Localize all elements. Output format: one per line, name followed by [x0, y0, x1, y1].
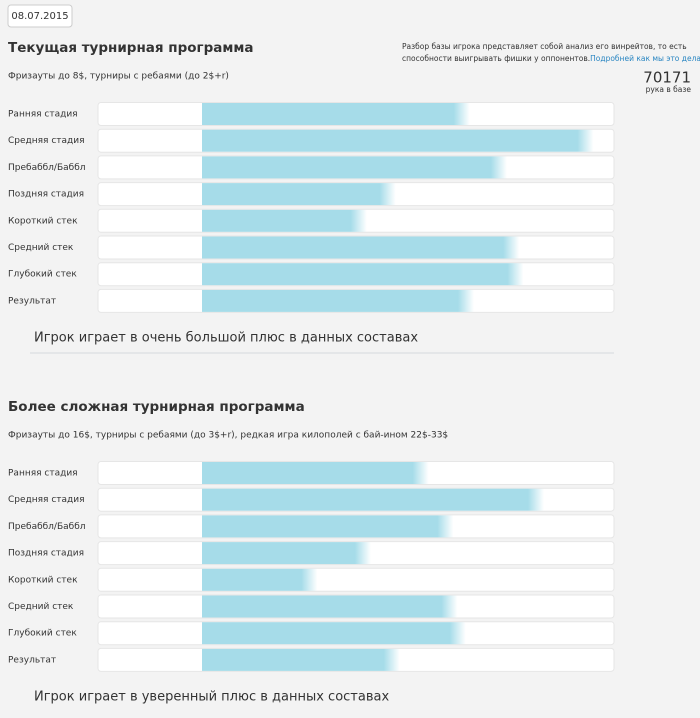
category-label: Средняя стадия — [8, 136, 85, 146]
bar — [202, 595, 458, 618]
category-label: Результат — [8, 296, 56, 306]
category-label: Пребаббл/Баббл — [8, 522, 86, 532]
category-label: Короткий стек — [8, 216, 78, 226]
date: 08.07.2015 — [11, 11, 68, 22]
section-title: Текущая турнирная программа — [8, 40, 254, 56]
bar — [202, 515, 454, 538]
category-label: Глубокий стек — [8, 270, 77, 280]
info-text: способности выигрывать фишки у оппоненто… — [402, 54, 590, 63]
conclusion: Игрок играет в очень большой плюс в данн… — [34, 331, 418, 346]
conclusion: Игрок играет в уверенный плюс в данных с… — [34, 690, 389, 705]
info-text: способности выигрывать фишки у оппоненто… — [402, 54, 700, 63]
bar — [202, 156, 507, 179]
hands-count: 70171 — [643, 69, 691, 87]
bar — [202, 542, 371, 565]
bar — [202, 462, 429, 484]
bar — [202, 488, 544, 511]
bar — [202, 236, 520, 259]
section-subtitle: Фризауты до 8$, турниры с ребаями (до 2$… — [8, 72, 229, 82]
bar — [202, 568, 318, 591]
category-label: Ранняя стадия — [8, 469, 78, 479]
category-label: Глубокий стек — [8, 629, 77, 639]
bar — [202, 289, 474, 312]
category-label: Пребаббл/Баббл — [8, 163, 86, 173]
category-label: Результат — [8, 655, 56, 665]
category-label: Короткий стек — [8, 575, 78, 585]
bar — [202, 622, 466, 645]
bar — [202, 263, 524, 286]
bar — [202, 648, 400, 671]
info-link[interactable]: Подробней как мы это делаем — [590, 54, 700, 63]
info-text: Разбор базы игрока представляет собой ан… — [402, 42, 687, 51]
bar — [202, 209, 367, 232]
category-label: Поздняя стадия — [8, 190, 84, 200]
category-label: Средняя стадия — [8, 495, 85, 505]
category-label: Поздняя стадия — [8, 549, 84, 559]
bar — [202, 129, 594, 152]
date-box — [7, 4, 73, 28]
row — [97, 567, 615, 592]
category-label: Ранняя стадия — [8, 110, 78, 120]
bar — [202, 103, 470, 125]
bar — [202, 183, 396, 206]
section-subtitle: Фризауты до 16$, турниры с ребаями (до 3… — [8, 431, 448, 441]
section-title: Более сложная турнирная программа — [8, 399, 305, 415]
hands-label: рука в базе — [646, 85, 692, 94]
category-label: Средний стек — [8, 602, 74, 612]
category-label: Средний стек — [8, 243, 74, 253]
